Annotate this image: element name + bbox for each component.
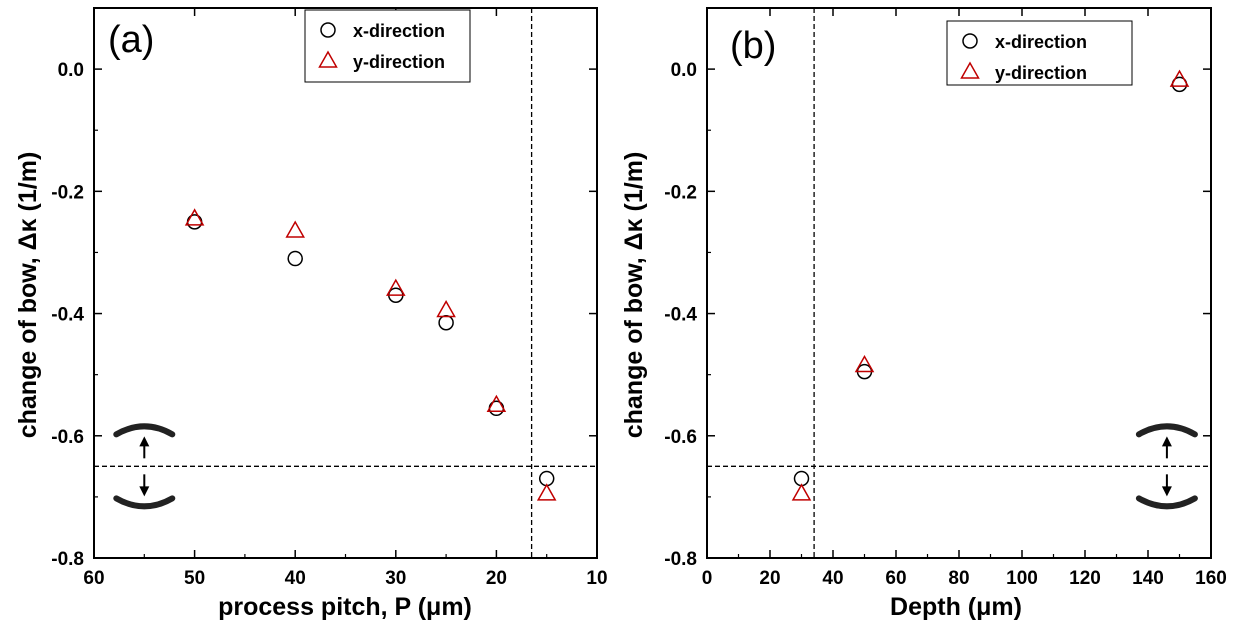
legend: x-direction y-direction: [946, 20, 1133, 86]
x-tick-label: 30: [385, 568, 406, 589]
x-tick-label: 40: [285, 568, 306, 589]
data-point-y-direction: [854, 354, 875, 373]
panel-label: (a): [108, 19, 154, 61]
data-point-y-direction: [536, 483, 557, 501]
x-tick-label: 10: [586, 568, 607, 589]
x-tick-label: 0: [702, 568, 713, 589]
legend-label: y-direction: [353, 52, 445, 72]
plot-frame: [93, 7, 598, 559]
y-tick-label: 0.0: [671, 60, 697, 81]
panel-label: (b): [730, 25, 776, 67]
x-tick-label: 20: [486, 568, 507, 589]
legend-marker-triangle: [960, 61, 980, 79]
data-point-y-direction: [285, 220, 305, 238]
x-tick-label: 140: [1132, 568, 1164, 589]
y-tick-label: -0.4: [51, 305, 84, 326]
bow-arrow-up-head: [139, 436, 150, 447]
data-point-x-direction: [287, 250, 303, 267]
bow-arrow-up-head: [1161, 436, 1172, 447]
bow-icon: [113, 423, 176, 510]
data-point-y-direction: [791, 483, 812, 501]
y-tick-label: -0.8: [664, 549, 697, 570]
x-axis-title: Depth (μm): [890, 593, 1022, 621]
legend-box: [946, 20, 1133, 86]
legend-box: [304, 9, 471, 83]
x-tick-label: 40: [822, 568, 843, 589]
legend-marker-triangle: [318, 50, 338, 68]
bow-arrow-down-head: [139, 486, 150, 497]
bow-icon: [1135, 423, 1198, 510]
bow-concave-arc: [1135, 495, 1198, 510]
x-tick-label: 20: [759, 568, 780, 589]
legend: x-direction y-direction: [304, 9, 471, 83]
y-tick-label: -0.4: [664, 305, 697, 326]
data-point-x-direction: [438, 314, 454, 331]
legend-label: x-direction: [995, 32, 1087, 52]
x-tick-label: 60: [885, 568, 906, 589]
y-tick-label: -0.6: [664, 427, 697, 448]
data-point-y-direction: [436, 299, 456, 318]
y-axis-title: change of bow, Δκ (1/m): [620, 152, 648, 439]
legend-marker-circle: [320, 22, 336, 38]
panel-b: 0 20 40 60 80 100 120 140 160 -0.8 -0.6 -0.4 -0.2 0.0…: [620, 7, 1227, 621]
x-axis-title: process pitch, P (μm): [218, 593, 472, 621]
bow-concave-arc: [113, 495, 176, 510]
x-tick-label: 50: [184, 568, 205, 589]
x-tick-label: 60: [83, 568, 104, 589]
y-tick-label: 0.0: [58, 60, 84, 81]
bow-arrow-down-head: [1161, 486, 1172, 497]
plot-frame: [706, 7, 1212, 559]
x-tick-label: 120: [1069, 568, 1101, 589]
data-point-y-direction: [486, 394, 507, 412]
bow-convex-arc: [1135, 423, 1198, 438]
legend-label: x-direction: [353, 21, 445, 41]
y-tick-label: -0.8: [51, 549, 84, 570]
y-tick-label: -0.6: [51, 427, 84, 448]
x-tick-label: 100: [1006, 568, 1038, 589]
x-tick-label: 160: [1195, 568, 1227, 589]
legend-label: y-direction: [995, 63, 1087, 83]
legend-marker-circle: [962, 33, 978, 49]
bow-convex-arc: [113, 423, 176, 438]
data-point-y-direction: [1169, 69, 1190, 87]
x-tick-label: 80: [948, 568, 969, 589]
panel-a: 60 50 40 30 20 10 -0.8 -0.6 -0.4 -0.2 0.0 x-directi…: [14, 7, 608, 621]
data-point-y-direction: [184, 208, 205, 226]
data-point-y-direction: [386, 278, 406, 296]
y-tick-label: -0.2: [664, 182, 697, 203]
y-axis-title: change of bow, Δκ (1/m): [14, 152, 42, 439]
y-tick-label: -0.2: [51, 182, 84, 203]
